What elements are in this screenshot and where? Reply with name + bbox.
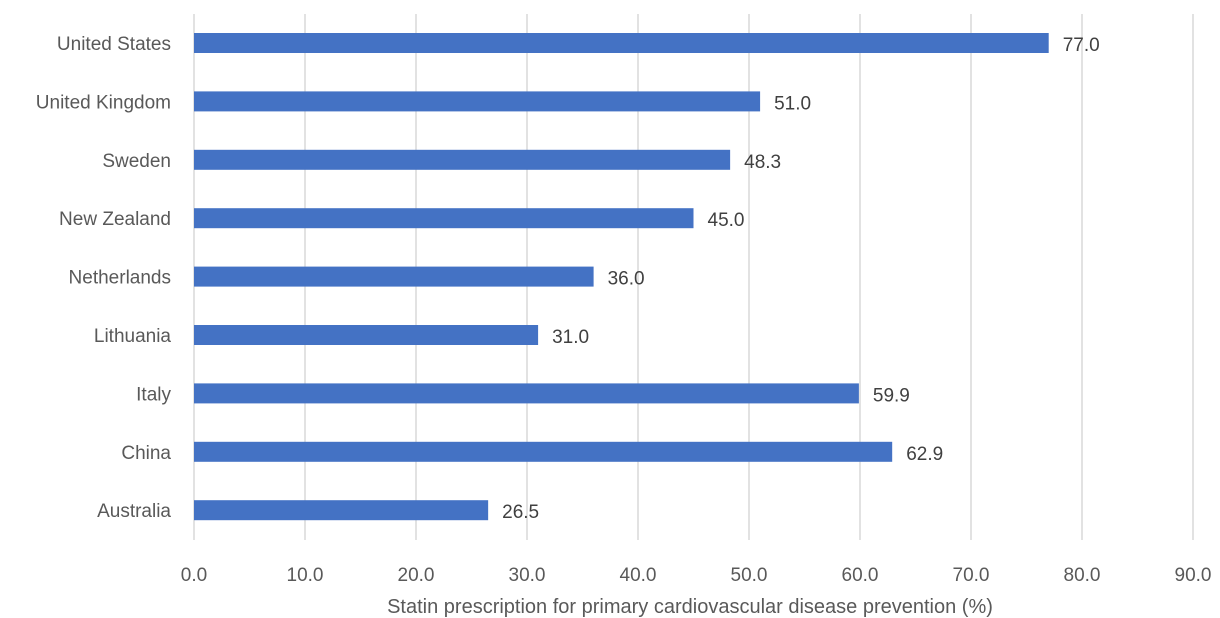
bar-australia: [194, 500, 489, 521]
data-label: 62.9: [906, 444, 943, 465]
data-label: 36.0: [608, 269, 645, 290]
x-tick-label: 0.0: [181, 565, 207, 586]
bar-united-kingdom: [194, 91, 761, 112]
bar-lithuania: [194, 325, 539, 345]
data-label: 77.0: [1063, 35, 1100, 56]
category-label: New Zealand: [59, 209, 171, 230]
x-tick-label: 40.0: [620, 565, 657, 586]
data-labels: 77.0 51.0 48.3 45.0 36.0 31.0 59.9 62.9 26.5: [502, 35, 1100, 523]
x-tick-label: 80.0: [1064, 565, 1101, 586]
x-tick-label: 90.0: [1175, 565, 1212, 586]
bar-new-zealand: [194, 208, 694, 229]
category-label: United States: [57, 34, 171, 55]
category-label: Sweden: [102, 151, 171, 172]
bars: [194, 33, 1049, 521]
data-label: 51.0: [774, 93, 811, 114]
data-label: 26.5: [502, 502, 539, 523]
x-tick-label: 60.0: [842, 565, 879, 586]
category-label: United Kingdom: [36, 92, 171, 113]
data-label: 48.3: [744, 152, 781, 173]
data-label: 31.0: [552, 327, 589, 348]
data-label: 59.9: [873, 385, 910, 406]
category-label: Netherlands: [69, 268, 171, 289]
category-label: Italy: [136, 384, 171, 405]
category-label: China: [121, 443, 171, 464]
bar-italy: [194, 383, 859, 404]
bar-sweden: [194, 149, 731, 170]
x-tick-labels: 0.0 10.0 20.0 30.0 40.0 50.0 60.0 70.0 80.0 90.0: [181, 565, 1212, 586]
x-tick-label: 70.0: [953, 565, 990, 586]
x-tick-label: 20.0: [398, 565, 435, 586]
data-label: 45.0: [708, 210, 745, 231]
bar-china: [194, 441, 893, 462]
bar-netherlands: [194, 266, 594, 287]
category-label: Lithuania: [94, 326, 172, 347]
x-tick-label: 50.0: [731, 565, 768, 586]
x-tick-label: 10.0: [287, 565, 324, 586]
x-tick-label: 30.0: [509, 565, 546, 586]
bar-united-states: [194, 33, 1049, 53]
category-labels: United States United Kingdom Sweden New Zea…: [36, 34, 172, 522]
x-axis-title: Statin prescription for primary cardiova…: [387, 596, 993, 618]
category-label: Australia: [97, 501, 171, 522]
